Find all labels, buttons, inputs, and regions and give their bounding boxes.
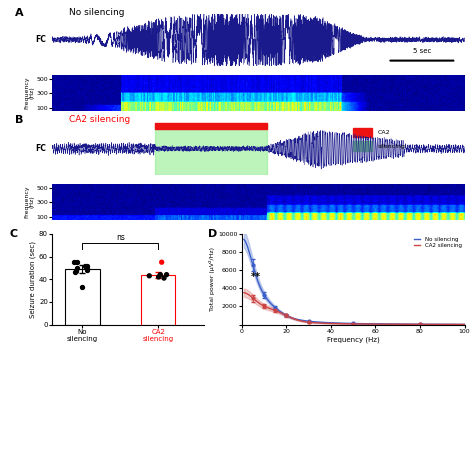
Bar [141, 275, 175, 325]
Point [73, 264, 81, 271]
Text: **: ** [251, 272, 261, 282]
Bar [65, 269, 100, 325]
Y-axis label: Frequency
(Hz): Frequency (Hz) [24, 186, 35, 218]
Y-axis label: Total power (μV²/Hz): Total power (μV²/Hz) [210, 247, 215, 311]
Text: ns: ns [116, 233, 125, 242]
Point [158, 258, 165, 266]
Text: 5 sec: 5 sec [413, 48, 431, 54]
Point [79, 283, 86, 291]
Point [83, 262, 91, 269]
Text: No silencing: No silencing [69, 8, 124, 17]
Point [146, 272, 153, 279]
Text: silencing: silencing [378, 143, 406, 148]
Text: D: D [209, 229, 218, 239]
Bar [155, 123, 266, 129]
Point [163, 271, 170, 278]
Point [156, 271, 164, 278]
Text: CA2 silencing: CA2 silencing [69, 115, 130, 124]
Legend: No silencing, CA2 silencing: No silencing, CA2 silencing [414, 237, 462, 248]
Point [160, 274, 168, 281]
Point [71, 269, 79, 276]
Bar [353, 141, 372, 151]
Text: FC: FC [35, 144, 46, 153]
Bar [353, 128, 372, 137]
Text: C: C [9, 229, 18, 239]
Y-axis label: Frequency
(Hz): Frequency (Hz) [24, 77, 35, 109]
Point [155, 273, 162, 281]
Point [83, 264, 91, 271]
Point [83, 266, 91, 274]
Point [81, 262, 89, 269]
Text: CA2: CA2 [378, 130, 391, 135]
Y-axis label: Seizure duration (sec): Seizure duration (sec) [30, 241, 36, 318]
Point [73, 258, 81, 266]
Point [70, 258, 78, 266]
Bar [155, 123, 266, 175]
X-axis label: Frequency (Hz): Frequency (Hz) [327, 336, 380, 343]
Text: B: B [15, 115, 23, 125]
Point [73, 267, 80, 275]
Text: A: A [15, 8, 24, 19]
Text: FC: FC [35, 35, 46, 44]
